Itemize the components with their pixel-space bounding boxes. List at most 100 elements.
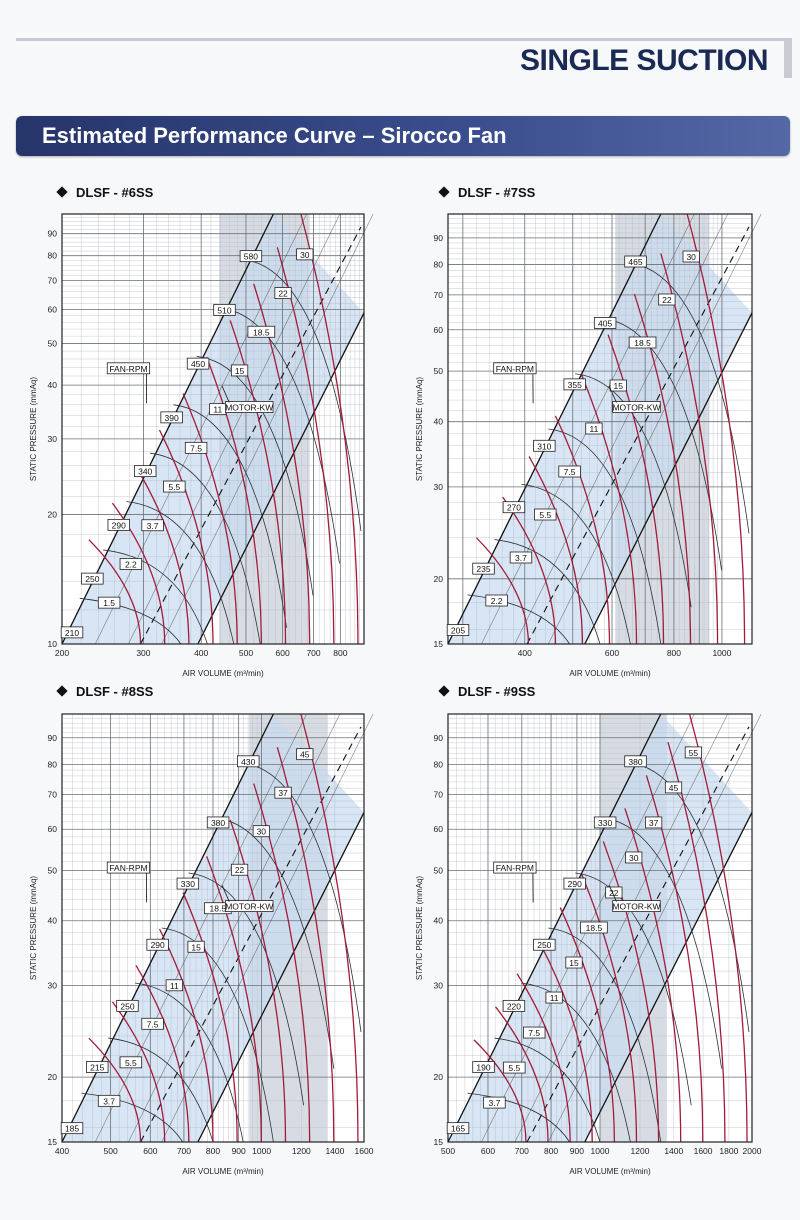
y-tick-label: 80 — [434, 260, 444, 270]
fan-rpm-annotation: FAN-RPM — [493, 861, 537, 874]
rpm-label: 185 — [60, 1122, 84, 1135]
y-tick-label: 60 — [434, 824, 444, 834]
kw-label: 30 — [625, 851, 643, 864]
svg-text:210: 210 — [65, 628, 79, 638]
x-tick-label: 800 — [206, 1146, 220, 1156]
x-tick-label: 600 — [143, 1146, 157, 1156]
svg-text:165: 165 — [451, 1124, 465, 1134]
system-curve — [196, 356, 314, 596]
svg-text:22: 22 — [609, 888, 619, 898]
system-curve — [161, 927, 274, 1143]
svg-text:2.2: 2.2 — [491, 596, 503, 606]
system-curve — [241, 762, 362, 1032]
svg-text:5.5: 5.5 — [508, 1063, 520, 1073]
svg-text:7.5: 7.5 — [528, 1028, 540, 1038]
svg-text:37: 37 — [649, 818, 659, 828]
x-tick-label: 800 — [667, 648, 681, 658]
x-tick-label: 400 — [55, 1146, 69, 1156]
rpm-label: 215 — [86, 1061, 109, 1073]
power-curve — [602, 841, 660, 1143]
system-curve — [602, 817, 722, 1069]
rpm-guide-line — [548, 713, 762, 1143]
leader-line — [221, 885, 230, 902]
plot-frame — [61, 713, 365, 1143]
svg-text:7.5: 7.5 — [564, 467, 576, 477]
system-curve — [149, 452, 261, 645]
rpm-label: 190 — [472, 1061, 495, 1073]
kw-label: 22 — [658, 293, 676, 306]
svg-text:30: 30 — [257, 827, 267, 837]
system-curve — [126, 501, 235, 645]
rpm-guide-line — [94, 213, 307, 645]
y-tick-label: 40 — [434, 916, 444, 926]
power-curve — [559, 907, 616, 1143]
kw-label: 5.5 — [534, 508, 557, 521]
svg-text:30: 30 — [629, 853, 639, 863]
kw-label: 22 — [230, 863, 249, 876]
power-curve — [528, 456, 584, 645]
rpm-label: 290 — [146, 938, 169, 951]
x-tick-label: 900 — [232, 1146, 246, 1156]
svg-text:FAN-RPM: FAN-RPM — [109, 863, 147, 873]
y-tick-label: 70 — [434, 789, 444, 799]
power-curve — [473, 1039, 527, 1143]
fan-rpm-annotation: FAN-RPM — [106, 362, 151, 375]
svg-text:250: 250 — [120, 1001, 134, 1011]
svg-text:330: 330 — [598, 818, 612, 828]
rpm-label: 290 — [107, 518, 130, 531]
svg-text:22: 22 — [278, 289, 288, 299]
svg-text:18.5: 18.5 — [210, 904, 227, 914]
system-curve — [521, 483, 631, 645]
y-tick-label: 15 — [434, 639, 444, 649]
svg-text:MOTOR-KW: MOTOR-KW — [612, 902, 660, 912]
fan-rpm-annotation: FAN-RPM — [106, 861, 151, 874]
kw-label: 15 — [187, 940, 205, 953]
region-right-boundary — [584, 812, 753, 1143]
rpm-label: 465 — [624, 255, 647, 268]
power-curve — [581, 375, 638, 645]
rpm-label: 380 — [206, 816, 230, 829]
grid-major — [448, 213, 752, 644]
kw-label: 3.7 — [141, 519, 164, 532]
x-tick-label: 900 — [570, 1146, 584, 1156]
rpm-label: 310 — [533, 439, 556, 452]
power-curve — [495, 1006, 549, 1143]
kw-label: 3.7 — [483, 1096, 506, 1109]
power-curve — [686, 213, 746, 645]
power-curve — [135, 466, 190, 645]
svg-text:MOTOR-KW: MOTOR-KW — [612, 403, 660, 413]
rpm-label: 250 — [81, 572, 104, 585]
x-axis-label: AIR VOLUME (m³/min) — [182, 669, 264, 678]
system-curve — [494, 539, 601, 645]
power-curve — [206, 856, 262, 1143]
x-axis-label: AIR VOLUME (m³/min) — [569, 669, 651, 678]
svg-text:37: 37 — [278, 788, 288, 798]
system-curve — [103, 549, 208, 645]
svg-text:FAN-RPM: FAN-RPM — [109, 364, 147, 374]
svg-text:15: 15 — [235, 366, 245, 376]
region-right-boundary — [197, 812, 365, 1143]
rpm-guide-line — [128, 713, 341, 1143]
plot-frame — [447, 713, 753, 1143]
rpm-label: 380 — [624, 755, 647, 768]
svg-text:22: 22 — [662, 295, 672, 305]
svg-text:45: 45 — [669, 783, 679, 793]
system-curve — [220, 307, 340, 564]
kw-label: 3.7 — [509, 551, 533, 564]
power-curve — [300, 713, 359, 1143]
x-tick-label: 400 — [194, 648, 208, 658]
svg-text:30: 30 — [300, 250, 310, 260]
x-tick-label: 600 — [275, 648, 289, 658]
y-tick-label: 20 — [48, 1072, 58, 1082]
rpm-label: 165 — [446, 1122, 470, 1135]
kw-label: 30 — [252, 825, 270, 838]
x-tick-label: 1200 — [631, 1146, 650, 1156]
svg-text:450: 450 — [191, 359, 205, 369]
power-curve — [88, 539, 142, 645]
power-curve — [516, 973, 571, 1143]
svg-text:215: 215 — [90, 1063, 104, 1073]
svg-text:430: 430 — [241, 757, 255, 767]
rpm-label: 205 — [446, 624, 470, 636]
rpm-label: 250 — [116, 999, 139, 1012]
